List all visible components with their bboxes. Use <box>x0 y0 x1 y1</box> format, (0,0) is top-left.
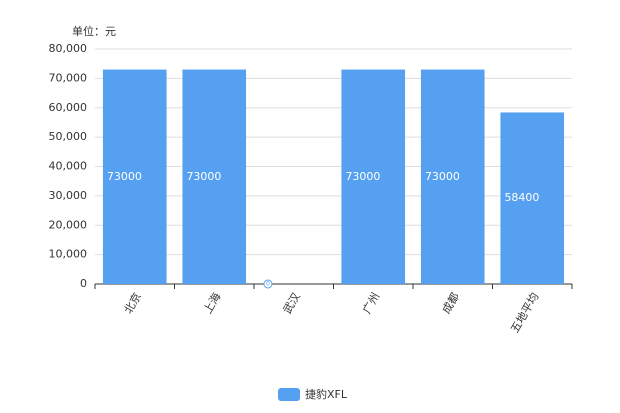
y-tick-label: 0 <box>80 277 87 290</box>
value-label: 73000 <box>107 170 142 183</box>
bar <box>500 112 565 284</box>
y-tick-label: 50,000 <box>49 130 88 143</box>
x-tick-label: 广州 <box>360 291 382 317</box>
y-tick-label: 30,000 <box>49 189 88 202</box>
value-label: 0 <box>266 281 270 288</box>
y-tick-label: 40,000 <box>49 160 88 173</box>
legend-swatch <box>278 388 300 401</box>
y-tick-label: 60,000 <box>49 101 88 114</box>
value-label: 73000 <box>345 170 380 183</box>
x-tick-label: 上海 <box>200 290 223 316</box>
bar <box>102 69 167 284</box>
x-tick-label: 武汉 <box>281 291 303 317</box>
y-tick-label: 80,000 <box>49 42 88 55</box>
x-tick-label: 成都 <box>440 291 462 317</box>
y-tick-label: 20,000 <box>49 218 88 231</box>
y-tick-label: 70,000 <box>49 71 88 84</box>
x-tick-label: 五地平均 <box>508 291 541 336</box>
unit-label: 单位：元 <box>72 24 116 38</box>
legend-label: 捷豹XFL <box>305 387 348 401</box>
value-badge <box>263 279 273 289</box>
value-label: 58400 <box>504 191 539 204</box>
bar <box>341 69 406 284</box>
bar <box>420 69 485 284</box>
x-tick-label: 北京 <box>121 290 144 316</box>
value-label: 73000 <box>425 170 460 183</box>
value-label: 73000 <box>186 170 221 183</box>
bar <box>182 69 247 284</box>
y-tick-label: 10,000 <box>49 248 88 261</box>
